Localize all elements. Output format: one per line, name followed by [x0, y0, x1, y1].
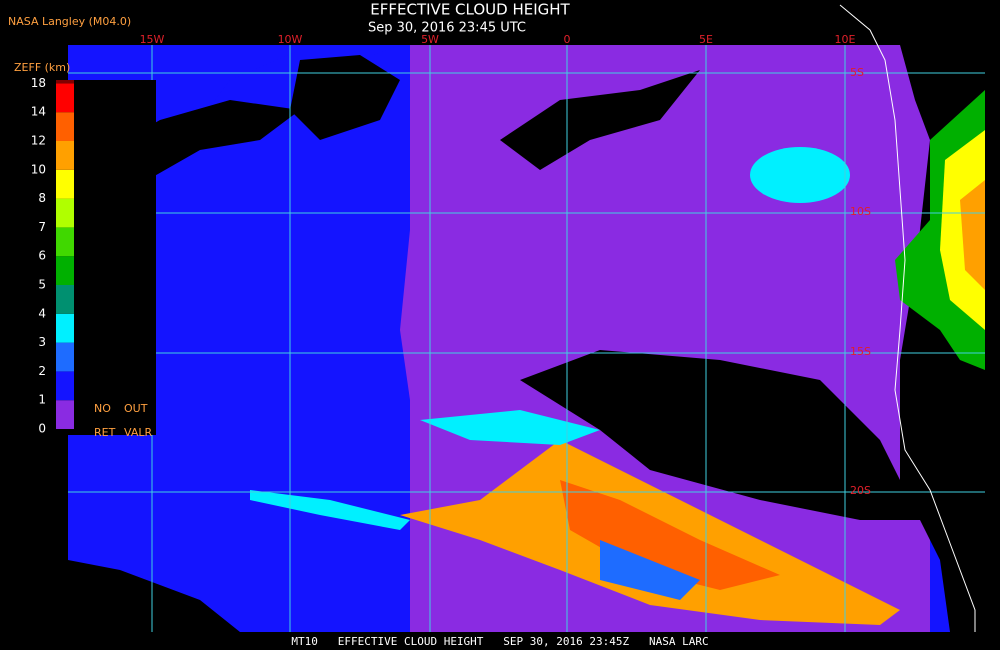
subtitle: Sep 30, 2016 23:45 UTC	[368, 21, 526, 36]
longitude-label: 10W	[278, 33, 303, 46]
legend-swatch	[56, 371, 74, 401]
longitude-label: 0	[564, 33, 571, 46]
legend-swatch	[56, 256, 74, 285]
map	[68, 45, 985, 632]
legend-swatch	[56, 80, 74, 84]
clear-sky	[520, 350, 930, 520]
legend-swatch	[56, 83, 74, 113]
cloud-high	[560, 480, 780, 590]
legend-tick-label: 5	[38, 278, 46, 292]
clear-sky	[290, 55, 400, 140]
agency: NASA Langley (M04.0)	[8, 15, 131, 28]
legend-tick-label: 4	[38, 306, 46, 320]
latitude-label: 5S	[850, 66, 864, 79]
legend-tick-label: 0	[38, 422, 46, 436]
clear-sky	[68, 560, 240, 632]
legend-swatch	[56, 285, 74, 314]
longitude-label: 15W	[140, 33, 165, 46]
legend-tick-label: 3	[38, 335, 46, 349]
legend-tick-label: 10	[31, 162, 46, 176]
legend-tick-label: 18	[31, 76, 46, 90]
legend-note: NO	[94, 402, 111, 415]
legend-tick-label: 1	[38, 393, 46, 407]
legend-note: OUT	[124, 402, 148, 415]
legend-swatch	[56, 198, 74, 228]
clear-sky	[500, 70, 700, 170]
footer: MT10 EFFECTIVE CLOUD HEIGHT SEP 30, 2016…	[291, 635, 708, 648]
cloud-mid	[600, 540, 700, 600]
legend-swatch	[56, 112, 74, 141]
legend-swatch	[56, 342, 74, 372]
legend-tick-label: 12	[31, 134, 46, 148]
coastline	[839, 4, 976, 632]
legend-note: RET	[94, 426, 116, 439]
legend-tick-label: 6	[38, 249, 46, 263]
legend-swatch	[56, 313, 74, 343]
title: EFFECTIVE CLOUD HEIGHT	[370, 1, 570, 19]
longitude-label: 5E	[699, 33, 713, 46]
longitude-label: 10E	[835, 33, 856, 46]
cloud-high	[960, 180, 985, 290]
legend-tick-label: 2	[38, 364, 46, 378]
cloud-mid	[420, 410, 600, 445]
legend-tick-label: 14	[31, 105, 46, 119]
legend-swatch	[56, 400, 74, 429]
latitude-label: 10S	[850, 205, 871, 218]
legend-note: VALR	[124, 426, 152, 439]
cloud-mid	[750, 147, 850, 203]
latitude-label: 20S	[850, 484, 871, 497]
latitude-label: 15S	[850, 345, 871, 358]
legend-title: ZEFF (km)	[14, 61, 70, 74]
legend-tick-label: 7	[38, 220, 46, 234]
legend-swatch	[56, 169, 74, 199]
longitude-label: 5W	[421, 33, 439, 46]
legend-swatch	[56, 141, 74, 170]
legend-swatch	[56, 227, 74, 257]
legend-tick-label: 8	[38, 191, 46, 205]
